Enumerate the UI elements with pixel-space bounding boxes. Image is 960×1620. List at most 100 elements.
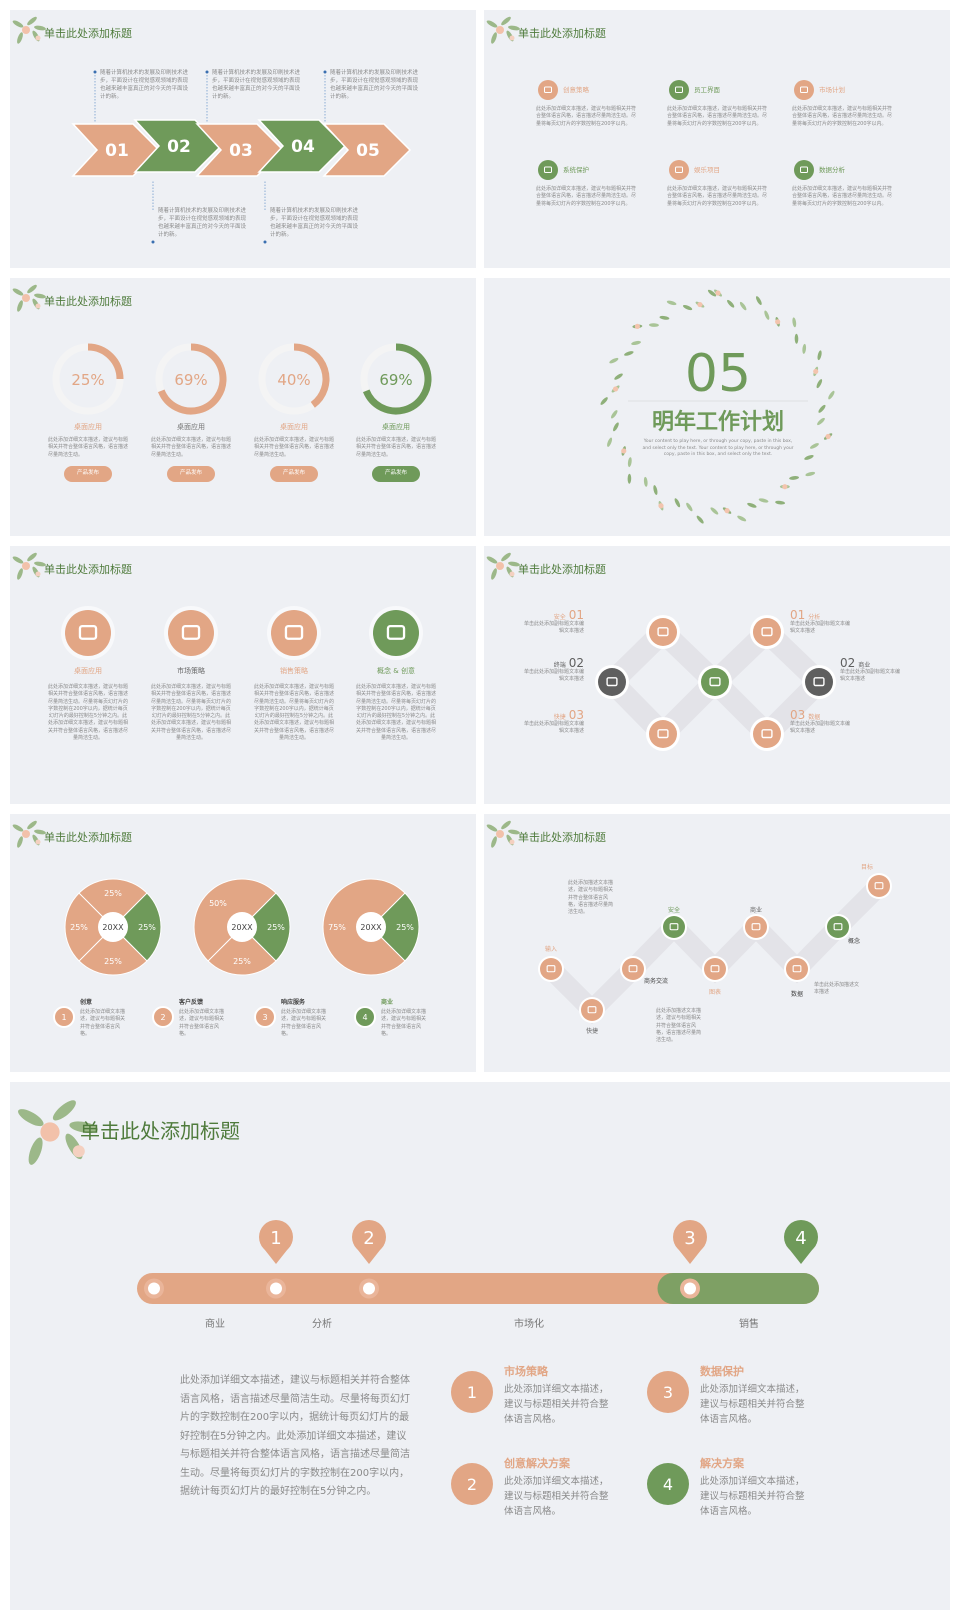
wreath-leaf — [805, 471, 816, 477]
ring-label: 40% — [277, 371, 310, 389]
wreath-blossom — [621, 448, 627, 454]
icon — [868, 875, 890, 897]
milestone-number: 2 — [363, 1228, 374, 1249]
wreath-leaf — [674, 498, 681, 508]
item-name: 员工界面 — [694, 86, 720, 94]
wreath-blossom — [775, 319, 781, 325]
leaf — [508, 829, 520, 835]
wreath-leaf — [758, 498, 769, 503]
milestone-number: 1 — [270, 1228, 281, 1249]
wreath-leaf — [653, 485, 658, 495]
leaf — [17, 32, 23, 44]
wreath-leaf — [817, 417, 825, 426]
bar-dot — [363, 1282, 375, 1295]
blossom — [22, 26, 30, 34]
wreath-blossom — [782, 484, 788, 490]
button — [372, 466, 420, 482]
icon — [794, 160, 814, 180]
item-description: 单击此处添加副标题文本编辑文本描述 — [524, 721, 585, 735]
item-description: 单击此处添加副标题文本编辑文本描述 — [790, 721, 851, 735]
slide-graphics — [12, 552, 423, 660]
icon — [649, 720, 677, 748]
blossom — [496, 830, 504, 838]
wreath-leaf — [828, 390, 835, 400]
icon-glyph — [386, 624, 406, 640]
legend-number: 3 — [262, 1013, 267, 1022]
blossom — [496, 562, 504, 570]
wreath-leaf — [727, 299, 735, 308]
phase-label: 市场化 — [514, 1319, 544, 1330]
step-description: 随着计算机技术的发展及印刷技术进步，平面设计在视觉感观领域的表现也越来越丰富真正… — [212, 70, 301, 100]
icon-glyph — [181, 624, 201, 640]
item-heading: 01 分析 — [790, 604, 823, 625]
leaf — [34, 829, 46, 835]
item-name: 快捷 — [553, 714, 566, 721]
item-name: 终端 — [553, 662, 566, 669]
legend-description: 此处添加详细文本描述，建议与标题相关并符合整体语言风格。 — [179, 1009, 225, 1037]
wreath-leaf — [809, 443, 819, 449]
wreath-blossom — [825, 433, 831, 440]
step-arrow — [322, 123, 412, 177]
item-description: 此处添加详细文本描述，建议与标题相关并符合整体语言风格，语言描述尽量简洁生动。尽… — [667, 186, 768, 207]
item-description: 此处添加详细文本描述，建议与标题相关并符合整体语言风格，语言描述尽量简洁生动。尽… — [792, 186, 893, 207]
item-description: 此处添加详细文本描述，建议与标题相关并符合整体语言风格。 — [700, 1384, 805, 1425]
icon — [649, 618, 677, 646]
icon — [745, 916, 767, 938]
icon-glyph — [606, 677, 618, 687]
donut-hole — [227, 912, 257, 942]
button — [167, 466, 215, 482]
leaf — [12, 556, 24, 564]
icon — [669, 160, 689, 180]
donut-segment — [241, 892, 291, 962]
item-description: 此处添加详细文本描述，建议与标题相关并符合整体语言风格，语言描述尽量简洁生动。尽… — [536, 186, 637, 207]
icon — [786, 958, 808, 980]
wreath-leaf — [816, 379, 823, 389]
leaf — [17, 836, 23, 848]
item-name: 销售策略 — [280, 667, 308, 675]
step-description: 随着计算机技术的发展及印刷技术进步，平面设计在视觉感观领域的表现也越来越丰富真正… — [158, 208, 247, 238]
legend-description: 此处添加详细文本描述，建议与标题相关并符合整体语言风格。 — [80, 1009, 126, 1037]
blossom — [35, 303, 41, 309]
ring-label: 69% — [379, 371, 412, 389]
legend-number: 4 — [362, 1013, 367, 1022]
step-number: 01 — [105, 141, 129, 161]
blossom — [35, 571, 41, 577]
ring-description: 此处添加详细文本描述，建议与标题相关并符合整体语言风格，语言描述尽量简洁生动。 — [151, 437, 232, 458]
item-description: 此处添加详细文本描述，建议与标题相关并符合整体语言风格。 — [504, 1384, 609, 1425]
donut-center: 20XX — [231, 923, 253, 932]
item-number: 1 — [467, 1383, 477, 1402]
wreath-leaf — [802, 343, 807, 354]
item-name: 概念 & 创意 — [377, 667, 415, 675]
icon — [622, 958, 644, 980]
legend-number: 1 — [61, 1013, 66, 1022]
item-number: 4 — [663, 1475, 673, 1494]
step-description: 随着计算机技术的发展及印刷技术进步，平面设计在视觉感观领域的表现也越来越丰富真正… — [330, 70, 419, 100]
progress-bar — [137, 1273, 819, 1304]
item-marker — [647, 1371, 689, 1413]
slide: 25% 25% 25% 25% 20XX 25% 25% 50% 20XX 25% 75% 20XX 1… — [10, 814, 476, 1072]
slide: 单击此处添加标题 创意策略 此处添加详细文本描述，建议与标题相关并符合整体语言风格，… — [484, 10, 950, 268]
leaf — [501, 552, 511, 562]
milestone-pin-head — [784, 1220, 818, 1254]
icon — [65, 610, 111, 656]
leaf — [12, 824, 24, 832]
leaf — [34, 25, 46, 31]
item-name: 数据分析 — [819, 166, 845, 174]
slide-graphics — [486, 820, 892, 1025]
icon — [598, 668, 626, 696]
wreath-leaf — [659, 315, 670, 320]
slide: 01 02 03 04 05 单击此处添加标题 随着计算机技术的发展及印刷技术进步，平面设计… — [10, 10, 476, 268]
item-number: 3 — [663, 1383, 673, 1402]
item-name: 分析 — [808, 614, 821, 621]
icon-glyph — [657, 729, 669, 739]
icon — [540, 958, 562, 980]
icon — [538, 160, 558, 180]
leaf — [486, 20, 498, 28]
legend-marker — [53, 1006, 75, 1028]
wreath-leaf — [643, 476, 648, 487]
icon-glyph — [544, 166, 552, 173]
wreath-leaf — [710, 507, 719, 515]
item-number: 02 — [840, 656, 856, 670]
button-label: 产品发布 — [76, 470, 100, 476]
